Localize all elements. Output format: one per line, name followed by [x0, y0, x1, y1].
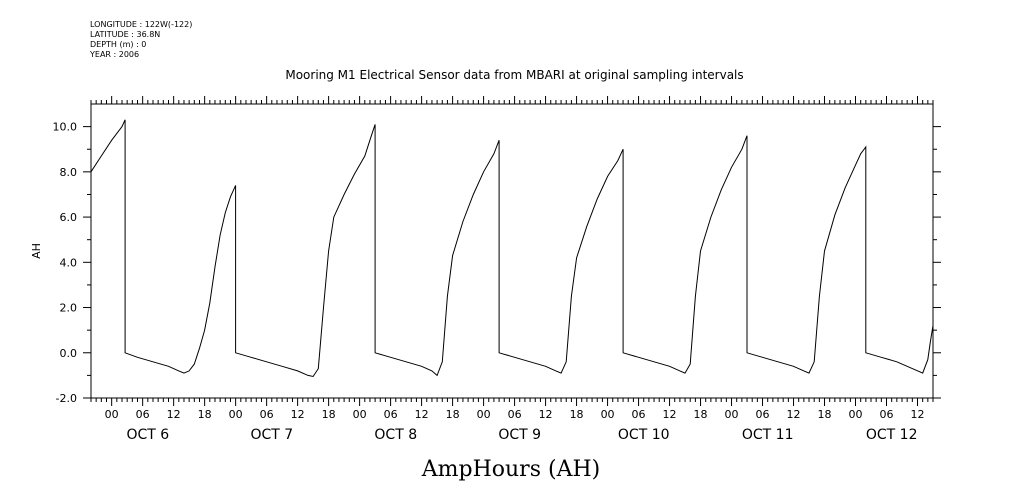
x-tick-label: 00: [849, 408, 863, 421]
y-tick-label: 10.0: [53, 121, 78, 134]
y-tick-label: 8.0: [60, 166, 78, 179]
x-tick-label: 06: [136, 408, 150, 421]
depth-text: DEPTH (m) : 0: [90, 40, 147, 49]
metadata-block: LONGITUDE : 122W(-122) LATITUDE : 36.8N …: [90, 20, 192, 60]
x-day-label: OCT 10: [618, 427, 670, 443]
x-tick-label: 06: [632, 408, 646, 421]
x-day-label: OCT 9: [498, 427, 541, 443]
x-day-label: OCT 11: [742, 427, 794, 443]
y-axis: -2.0 0.0 2.0 4.0 6.0 8.0 10.0: [53, 121, 941, 405]
x-tick-label: 00: [105, 408, 119, 421]
x-tick-label: 00: [725, 408, 739, 421]
x-tick-label: 06: [260, 408, 274, 421]
x-axis: 00 06 12 18 00 06 12 18 00 06 12 18 00 06 12 18 00 06 12 18…: [90, 96, 934, 443]
x-tick-label: 12: [663, 408, 677, 421]
x-tick-label: 00: [601, 408, 615, 421]
chart-title: Mooring M1 Electrical Sensor data from M…: [285, 68, 744, 82]
latitude-text: LATITUDE : 36.8N: [90, 30, 161, 39]
y-tick-label: -2.0: [56, 392, 77, 405]
x-tick-label: 18: [446, 408, 460, 421]
x-tick-label: 12: [539, 408, 553, 421]
y-axis-title: AH: [30, 243, 43, 259]
x-tick-label: 06: [880, 408, 894, 421]
x-tick-label: 00: [229, 408, 243, 421]
x-tick-label: 12: [291, 408, 305, 421]
x-day-label: OCT 7: [250, 427, 293, 443]
longitude-text: LONGITUDE : 122W(-122): [90, 20, 193, 29]
x-tick-label: 12: [787, 408, 801, 421]
x-tick-label: 12: [911, 408, 925, 421]
x-tick-label: 06: [384, 408, 398, 421]
y-tick-label: 4.0: [60, 256, 78, 269]
x-tick-label: 18: [322, 408, 336, 421]
x-axis-title: AmpHours (AH): [421, 457, 600, 482]
x-tick-label: 06: [756, 408, 770, 421]
x-tick-label: 12: [415, 408, 429, 421]
x-tick-label: 18: [694, 408, 708, 421]
series-group: [90, 119, 934, 378]
x-tick-label: 00: [477, 408, 491, 421]
y-tick-label: 0.0: [60, 347, 78, 360]
x-tick-label: 00: [353, 408, 367, 421]
x-tick-label: 06: [508, 408, 522, 421]
x-tick-label: 12: [167, 408, 181, 421]
year-text: YEAR : 2006: [90, 50, 140, 59]
x-tick-label: 18: [570, 408, 584, 421]
x-tick-label: 18: [818, 408, 832, 421]
plot-frame: [90, 103, 934, 399]
y-tick-label: 2.0: [60, 302, 78, 315]
x-day-label: OCT 6: [126, 427, 169, 443]
x-day-label: OCT 12: [866, 427, 918, 443]
x-day-label: OCT 8: [374, 427, 417, 443]
y-tick-label: 6.0: [60, 211, 78, 224]
series-line: [90, 119, 934, 378]
x-tick-label: 18: [198, 408, 212, 421]
